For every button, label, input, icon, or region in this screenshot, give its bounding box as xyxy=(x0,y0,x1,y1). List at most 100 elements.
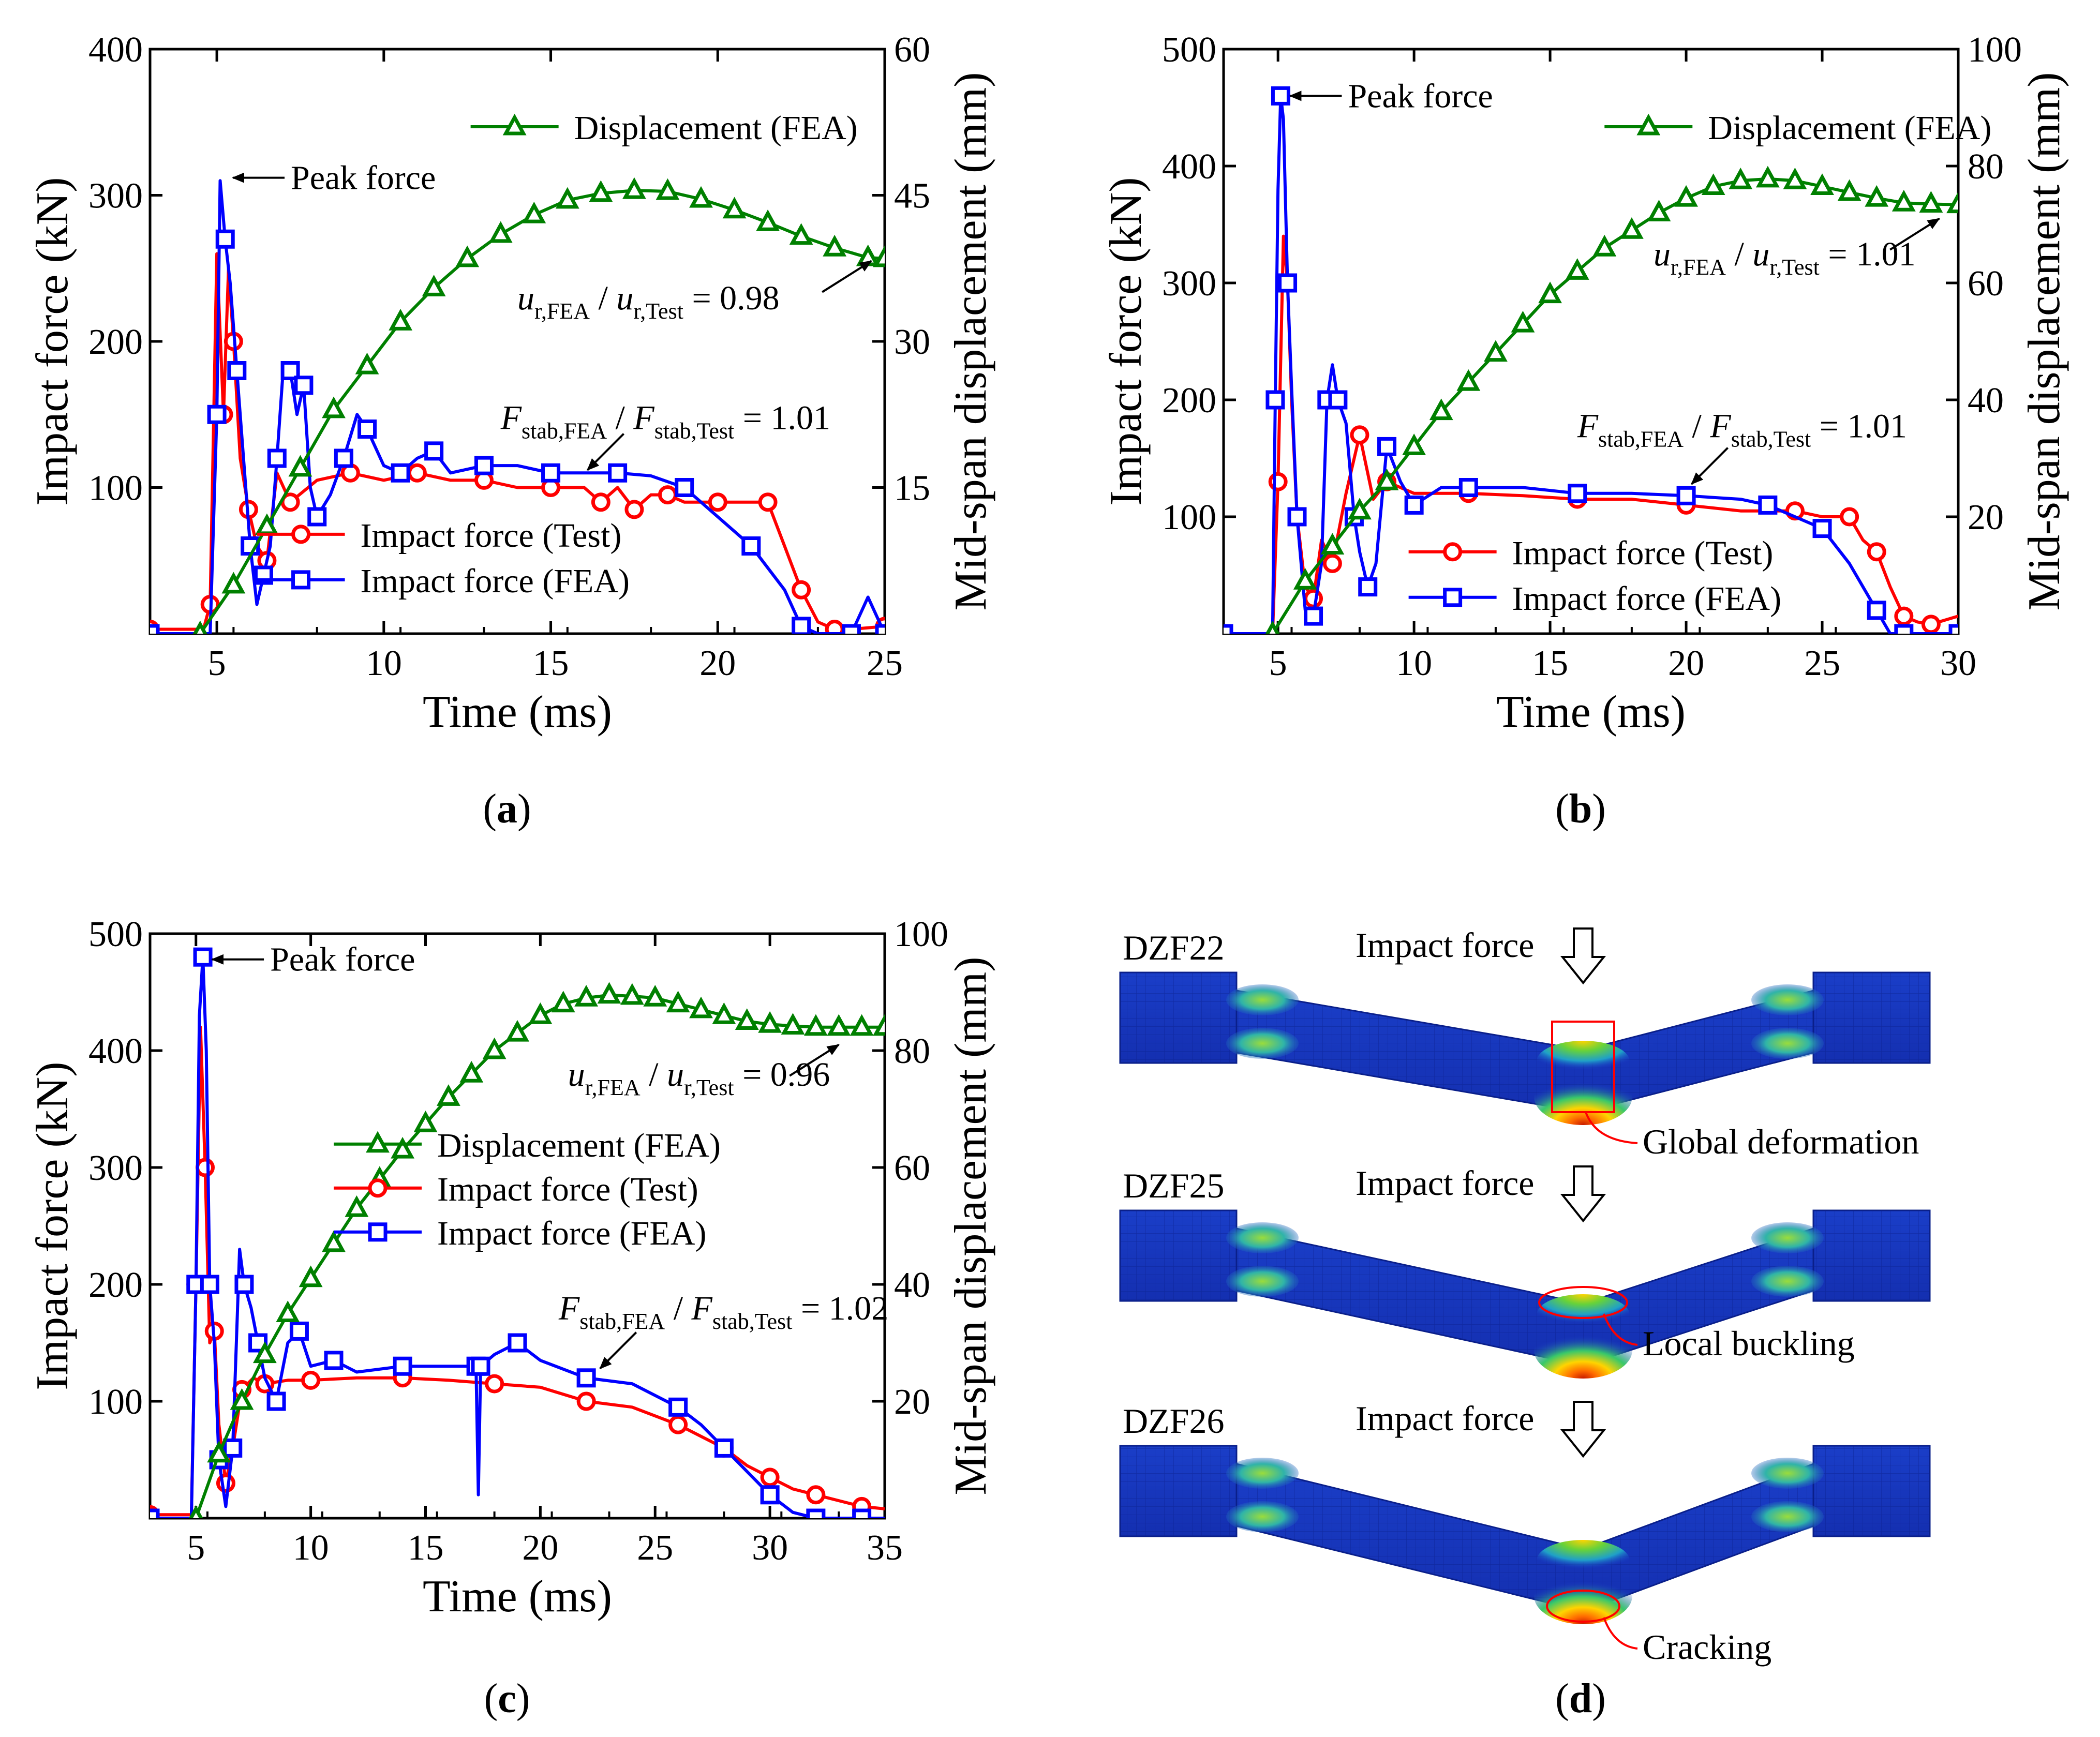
y-axis-label: Impact force (kN) xyxy=(1101,177,1151,505)
data-point-disp xyxy=(589,180,613,202)
end-block-left-mesh xyxy=(1120,972,1237,1063)
y2-tick-label: 60 xyxy=(894,1148,930,1188)
data-point-test xyxy=(760,1468,780,1487)
data-point-test xyxy=(658,485,677,505)
data-point-disp xyxy=(1265,620,1280,634)
series-line-disp xyxy=(199,189,885,634)
series-line-test xyxy=(150,1025,885,1517)
y-tick-label: 300 xyxy=(88,176,143,216)
data-point-test xyxy=(1840,507,1859,527)
stress-zone xyxy=(1226,1458,1299,1489)
data-point-disp xyxy=(1511,310,1535,333)
data-point-disp xyxy=(758,1011,782,1033)
data-point-disp xyxy=(1810,173,1834,196)
legend-marker xyxy=(1636,113,1661,136)
data-point-disp xyxy=(221,572,246,594)
data-point-fea xyxy=(424,441,444,461)
data-point-disp xyxy=(345,1195,369,1217)
data-point-fea xyxy=(248,1333,268,1353)
annotation-leader xyxy=(1603,1617,1638,1650)
x-tick-label: 20 xyxy=(1668,643,1704,683)
data-point-disp xyxy=(1919,191,1943,213)
legend-marker xyxy=(368,1178,388,1198)
data-point-disp xyxy=(1946,191,1958,214)
data-point-fea xyxy=(241,536,260,556)
y-tick-label: 200 xyxy=(88,1265,143,1305)
ratio-u-label: ur,FEA / ur,Test = 0.96 xyxy=(568,1056,830,1100)
legend-item-fea: Impact force (FEA) xyxy=(1408,580,1781,618)
y2-tick-label: 60 xyxy=(1968,264,2004,304)
data-point-fea xyxy=(294,376,314,395)
y2-axis-label: Mid-span displacement (mm) xyxy=(946,72,996,610)
data-point-disp xyxy=(522,201,546,223)
y-tick-label: 300 xyxy=(1162,264,1216,304)
data-point-test xyxy=(196,1158,215,1177)
x-tick-label: 10 xyxy=(1396,643,1432,683)
data-point-disp xyxy=(459,1060,484,1083)
data-point-fea xyxy=(792,617,811,634)
fe-model-panel: DZF22 Impact force Global deformation DZF2… xyxy=(1119,925,1931,1721)
data-point-fea xyxy=(227,361,247,380)
data-point-disp xyxy=(422,275,446,296)
data-point-disp xyxy=(1429,398,1453,421)
data-point-disp xyxy=(1375,468,1399,490)
data-point-fea xyxy=(1676,486,1696,505)
impact-force-label: Impact force xyxy=(1356,1399,1534,1438)
legend-label: Impact force (Test) xyxy=(1512,534,1774,572)
data-point-disp xyxy=(1592,234,1617,257)
load-arrow-icon xyxy=(1560,1165,1606,1223)
data-point-fea xyxy=(267,448,287,468)
series-line-fea xyxy=(150,179,885,634)
data-point-test xyxy=(1867,542,1886,562)
legend-item-fea: Impact force (FEA) xyxy=(334,1215,706,1252)
stress-zone-mid-bottom xyxy=(1534,1068,1632,1125)
data-point-disp xyxy=(455,245,480,267)
data-point-test xyxy=(1304,589,1323,608)
data-point-fea xyxy=(207,405,227,424)
stress-zone xyxy=(1751,1222,1824,1253)
data-point-disp xyxy=(712,1002,736,1024)
data-point-disp xyxy=(207,1441,231,1463)
x-axis-label: Time (ms) xyxy=(423,1571,612,1622)
ratio-f-arrow xyxy=(599,1331,637,1370)
y2-axis-label: Mid-span displacement (mm) xyxy=(946,956,996,1495)
data-point-fea xyxy=(223,1438,243,1458)
panel-label-d: (d) xyxy=(1555,1676,1606,1721)
data-point-disp xyxy=(666,991,690,1013)
data-point-fea xyxy=(608,463,628,483)
chart-b: 5 10 15 20 25 30 100 200 300 400 500 20 40 60 80 100 Tim… xyxy=(1101,30,2069,832)
y2-tick-label: 15 xyxy=(894,469,930,508)
data-point-disp xyxy=(1538,281,1562,304)
data-point-test xyxy=(591,492,610,512)
stress-zone-mid-bottom xyxy=(1534,1322,1632,1379)
data-point-disp xyxy=(722,197,747,219)
data-point-test xyxy=(1350,425,1369,445)
data-point-disp xyxy=(689,996,713,1019)
data-point-disp xyxy=(643,985,667,1007)
data-point-fea xyxy=(393,1356,412,1376)
y2-tick-label: 100 xyxy=(1968,30,2022,70)
data-point-disp xyxy=(1674,185,1698,207)
y2-tick-label: 100 xyxy=(894,915,948,954)
legend-marker xyxy=(366,1131,390,1153)
specimen-label: DZF22 xyxy=(1123,928,1224,967)
data-point-fea xyxy=(1287,507,1307,527)
legend-item-test: Impact force (Test) xyxy=(257,517,621,555)
stress-zone xyxy=(1226,1222,1299,1253)
data-point-disp xyxy=(555,187,579,209)
data-point-disp xyxy=(192,620,207,634)
data-point-disp xyxy=(551,991,575,1013)
series-fea xyxy=(150,947,885,1518)
annotation-label: Cracking xyxy=(1643,1627,1771,1667)
data-point-disp xyxy=(781,1013,805,1035)
data-point-disp xyxy=(873,1014,885,1036)
data-point-disp xyxy=(622,177,646,199)
legend-item-test: Impact force (Test) xyxy=(334,1171,698,1208)
data-point-disp xyxy=(689,186,713,208)
x-tick-label: 10 xyxy=(293,1528,329,1568)
data-point-disp xyxy=(850,1014,874,1036)
data-point-fea xyxy=(391,463,410,483)
data-point-fea xyxy=(1304,606,1323,626)
stress-zone xyxy=(1751,1028,1824,1059)
